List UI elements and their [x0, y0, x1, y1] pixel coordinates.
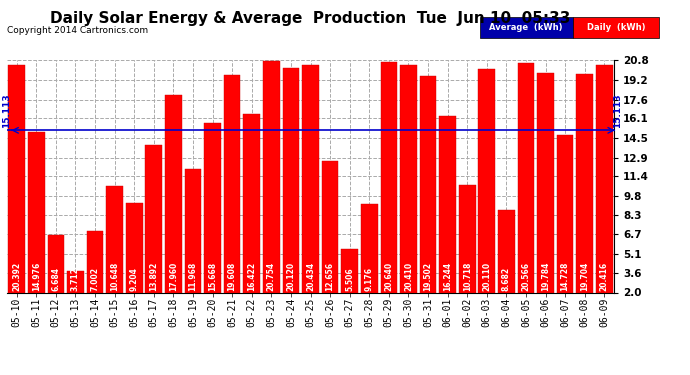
Bar	[185, 169, 201, 292]
Bar	[478, 69, 495, 292]
Text: 20.120: 20.120	[286, 262, 295, 291]
Bar	[126, 203, 143, 292]
Bar	[420, 76, 436, 292]
Text: 19.704: 19.704	[580, 262, 589, 291]
Text: 6.684: 6.684	[51, 267, 60, 291]
Text: Daily  (kWh): Daily (kWh)	[586, 22, 645, 32]
Bar	[106, 186, 123, 292]
Bar	[538, 73, 554, 292]
Bar	[557, 135, 573, 292]
Bar	[48, 235, 64, 292]
Text: 12.656: 12.656	[326, 262, 335, 291]
Text: 20.110: 20.110	[482, 262, 491, 291]
Text: 10.648: 10.648	[110, 262, 119, 291]
Bar	[263, 61, 279, 292]
Bar	[224, 75, 241, 292]
Text: 20.410: 20.410	[404, 262, 413, 291]
Text: 16.422: 16.422	[247, 262, 256, 291]
Bar	[361, 204, 377, 292]
Bar	[342, 249, 358, 292]
Bar	[28, 132, 45, 292]
Text: 13.892: 13.892	[149, 262, 158, 291]
Text: 8.682: 8.682	[502, 267, 511, 291]
Text: 15.113: 15.113	[2, 93, 11, 128]
Bar	[165, 95, 181, 292]
Bar	[8, 65, 25, 292]
Text: 3.712: 3.712	[71, 267, 80, 291]
Text: Average  (kWh): Average (kWh)	[489, 22, 563, 32]
Text: 14.976: 14.976	[32, 262, 41, 291]
Text: 20.754: 20.754	[267, 262, 276, 291]
Bar	[440, 116, 456, 292]
Text: 20.566: 20.566	[522, 262, 531, 291]
Text: 5.506: 5.506	[345, 268, 354, 291]
Text: 9.204: 9.204	[130, 267, 139, 291]
Text: 20.640: 20.640	[384, 262, 393, 291]
Bar	[87, 231, 104, 292]
Bar	[400, 65, 417, 292]
Text: 10.718: 10.718	[463, 262, 472, 291]
Text: 7.002: 7.002	[90, 267, 99, 291]
Bar	[204, 123, 221, 292]
Text: 14.728: 14.728	[561, 262, 570, 291]
Text: 9.176: 9.176	[365, 267, 374, 291]
Text: Copyright 2014 Cartronics.com: Copyright 2014 Cartronics.com	[7, 26, 148, 35]
Text: 19.784: 19.784	[541, 262, 550, 291]
Bar	[244, 114, 260, 292]
Bar	[459, 184, 475, 292]
Bar	[146, 146, 162, 292]
Bar	[67, 272, 83, 292]
Text: 11.968: 11.968	[188, 262, 197, 291]
Text: 15.668: 15.668	[208, 262, 217, 291]
Bar	[283, 68, 299, 292]
Text: 20.434: 20.434	[306, 262, 315, 291]
Text: 19.608: 19.608	[228, 262, 237, 291]
Bar	[302, 64, 319, 292]
Text: 20.392: 20.392	[12, 262, 21, 291]
Bar	[498, 210, 515, 292]
Bar	[576, 74, 593, 292]
Bar	[518, 63, 534, 292]
Text: 20.416: 20.416	[600, 262, 609, 291]
Bar	[380, 62, 397, 292]
Text: 16.244: 16.244	[443, 262, 452, 291]
Bar	[322, 161, 338, 292]
Text: 19.502: 19.502	[424, 262, 433, 291]
Bar	[596, 65, 613, 292]
Text: 15.113: 15.113	[613, 93, 622, 128]
Text: Daily Solar Energy & Average  Production  Tue  Jun 10  05:33: Daily Solar Energy & Average Production …	[50, 11, 571, 26]
Text: 17.960: 17.960	[169, 262, 178, 291]
